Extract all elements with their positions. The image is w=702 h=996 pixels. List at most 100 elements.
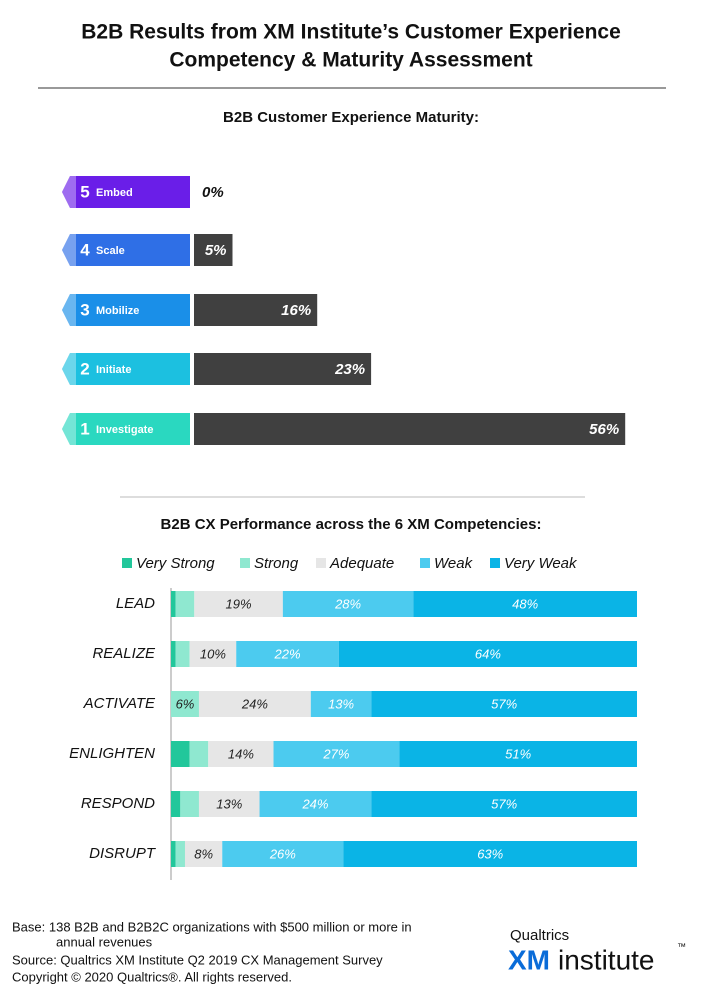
bar-segment — [310, 691, 372, 717]
level-badge — [62, 176, 190, 208]
bar-segment — [171, 741, 190, 767]
bar — [194, 294, 318, 326]
category-label: DISRUPT — [89, 845, 157, 862]
value-label: 57% — [491, 696, 517, 711]
bar-segment — [338, 641, 637, 667]
level-badge-tab — [62, 413, 76, 445]
value-label: 26% — [269, 846, 296, 861]
bar-segment — [175, 641, 190, 667]
value-label: 23% — [334, 361, 365, 378]
legend-swatch — [122, 558, 132, 568]
bar-segment — [399, 741, 637, 767]
value-label: 8% — [194, 846, 213, 861]
value-label: 10% — [200, 646, 226, 661]
level-number: 5 — [80, 182, 89, 201]
value-label: 13% — [216, 796, 242, 811]
category-label: Embed — [96, 187, 133, 199]
chart-title: B2B Customer Experience Maturity: — [223, 109, 479, 126]
value-label: 19% — [226, 596, 252, 611]
logo-mark: ™ — [677, 941, 686, 951]
value-label: 64% — [475, 646, 501, 661]
bar-segment — [171, 841, 176, 867]
logo-company: Qualtrics — [510, 927, 569, 944]
level-badge-tab — [62, 353, 76, 385]
legend-label: Very Strong — [136, 555, 215, 572]
bar-segment — [371, 691, 637, 717]
bar-segment — [175, 841, 185, 867]
bar-segment — [208, 741, 274, 767]
legend-swatch — [316, 558, 326, 568]
bar-segment — [171, 641, 176, 667]
value-label: 63% — [477, 846, 503, 861]
value-label: 28% — [334, 596, 361, 611]
level-badge — [62, 353, 190, 385]
value-label: 5% — [205, 242, 227, 259]
bar-segment — [180, 791, 199, 817]
legend-label: Weak — [434, 555, 474, 572]
bar-segment — [236, 641, 339, 667]
bar — [194, 353, 372, 385]
value-label: 24% — [301, 796, 328, 811]
level-badge-tab — [62, 176, 76, 208]
value-label: 14% — [228, 746, 254, 761]
category-label: ENLIGHTEN — [69, 745, 155, 762]
footnote: Source: Qualtrics XM Institute Q2 2019 C… — [12, 952, 383, 967]
bar-segment — [194, 591, 283, 617]
category-label: Mobilize — [96, 305, 139, 317]
bar-segment — [198, 791, 260, 817]
category-label: Scale — [96, 245, 125, 257]
bar-segment — [198, 691, 311, 717]
legend-swatch — [420, 558, 430, 568]
level-number: 1 — [80, 419, 89, 438]
legend-swatch — [240, 558, 250, 568]
value-label: 16% — [281, 302, 311, 319]
category-label: LEAD — [116, 595, 155, 612]
bar-segment — [413, 591, 637, 617]
footnote: annual revenues — [56, 934, 153, 949]
legend-label: Very Weak — [504, 555, 578, 572]
level-number: 3 — [80, 300, 89, 319]
title: Competency & Maturity Assessment — [169, 49, 532, 72]
legend-label: Strong — [254, 555, 299, 572]
level-number: 2 — [80, 359, 89, 378]
category-label: REALIZE — [92, 645, 156, 662]
value-label: 48% — [512, 596, 538, 611]
footnote: Base: 138 B2B and B2B2C organizations wi… — [12, 919, 412, 934]
value-label: 0% — [202, 184, 224, 201]
bar-segment — [171, 691, 199, 717]
bar-segment — [189, 641, 237, 667]
bar — [194, 234, 233, 266]
footnote: Copyright © 2020 Qualtrics®. All rights … — [12, 969, 292, 984]
category-label: RESPOND — [81, 795, 155, 812]
bar-segment — [189, 741, 209, 767]
legend-label: Adequate — [329, 555, 394, 572]
bar-segment — [171, 591, 176, 617]
title: B2B Results from XM Institute’s Customer… — [81, 21, 621, 44]
bar-segment — [273, 741, 400, 767]
value-label: 13% — [328, 696, 354, 711]
level-badge-tab — [62, 294, 76, 326]
value-label: 27% — [322, 746, 349, 761]
bar-segment — [222, 841, 344, 867]
category-label: Investigate — [96, 424, 153, 436]
level-badge — [62, 294, 190, 326]
value-label: 6% — [176, 696, 195, 711]
level-badge — [62, 234, 190, 266]
bar-segment — [282, 591, 414, 617]
legend-swatch — [490, 558, 500, 568]
bar — [194, 413, 626, 445]
category-label: ACTIVATE — [83, 695, 156, 712]
bar-segment — [343, 841, 637, 867]
level-badge-tab — [62, 234, 76, 266]
bar-segment — [175, 591, 195, 617]
value-label: 51% — [505, 746, 531, 761]
value-label: 57% — [491, 796, 517, 811]
chart-title: B2B CX Performance across the 6 XM Compe… — [161, 516, 542, 533]
value-label: 56% — [589, 421, 619, 438]
category-label: Initiate — [96, 364, 131, 376]
value-label: 24% — [241, 696, 268, 711]
bar-segment — [371, 791, 637, 817]
level-badge — [62, 413, 190, 445]
bar-segment — [184, 841, 223, 867]
